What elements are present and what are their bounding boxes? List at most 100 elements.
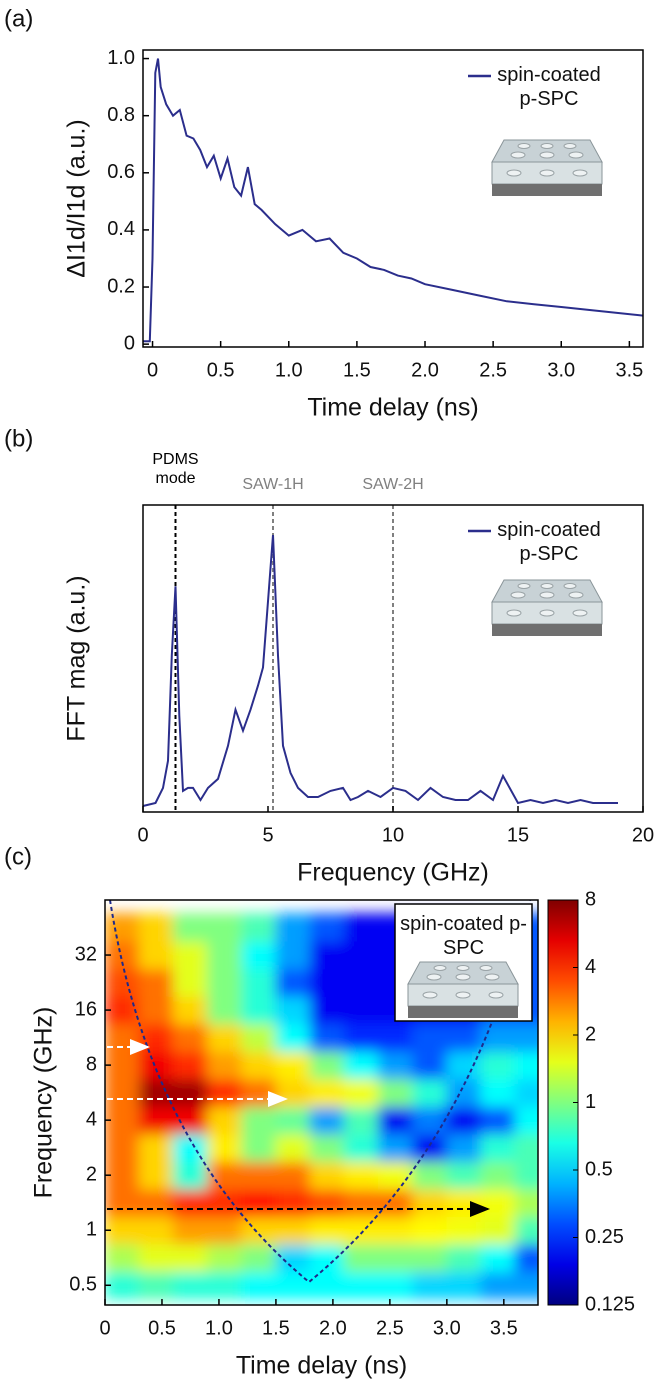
x-tick-label: 2.0 [411,359,439,381]
heatmap-cell [309,1216,345,1245]
heatmap-cell [377,1270,414,1300]
x-tick-label: 3.5 [615,359,643,381]
y-tick-label: 1 [86,1219,97,1241]
colorbar-tick-label: 0.5 [585,1158,613,1180]
heatmap-cell [105,913,140,942]
heatmap-cell [172,1216,209,1245]
heatmap-cell [138,968,174,997]
heatmap-cell [207,968,243,997]
heatmap-cell [343,1243,379,1272]
heatmap-cell [446,1160,482,1190]
y-tick-label: 32 [75,943,97,965]
heatmap-cell [207,1270,243,1300]
heatmap-cell [138,1270,174,1300]
heatmap-cell [105,1188,140,1218]
heatmap-cell [514,1078,538,1107]
heatmap-cell [377,1160,414,1190]
x-tick-label: 5 [262,824,273,846]
x-tick-label: 1.0 [275,359,303,381]
heatmap-cell [343,940,379,970]
heatmap-cell [275,1160,311,1190]
heatmap-cell [343,1023,379,1052]
heatmap-cell [207,995,243,1025]
heatmap-cell [514,1133,538,1162]
heatmap-cell [172,1270,209,1300]
x-tick-label: 2.5 [376,1317,404,1339]
y-tick-label: 0.6 [107,161,135,183]
heatmap-cell [514,1105,538,1135]
heatmap-cell [207,1050,243,1080]
heatmap-cell [480,1270,516,1300]
heatmap-cell [275,1133,311,1162]
y-tick-label: 0 [124,332,135,354]
heatmap-cell [309,1050,345,1080]
heatmap-cell [309,1188,345,1218]
inset-icon [491,139,603,197]
heatmap-cell [480,1160,516,1190]
heatmap-cell [241,1078,277,1107]
heatmap-cell [343,1270,379,1300]
heatmap-cell [105,1078,140,1107]
x-tick-label: 0.5 [148,1317,176,1339]
heatmap-cell [446,1050,482,1080]
heatmap-cell [377,1105,414,1135]
heatmap-cell [377,1243,414,1272]
heatmap-cell [377,1188,414,1218]
heatmap-cell [309,1023,345,1052]
panel-label: (c) [4,843,32,870]
heatmap-cell [446,1133,482,1162]
y-axis-label: FFT mag (a.u.) [63,575,91,741]
heatmap-cell [207,1133,243,1162]
annotation-label: PDMS mode [152,451,199,488]
plot-frame [104,899,539,1306]
heatmap-cell [138,1105,174,1135]
x-tick-label: 10 [382,824,404,846]
heatmap-cell [275,968,311,997]
x-tick-label: 1.5 [262,1317,290,1339]
series-line [143,58,644,343]
heatmap-cell [241,940,277,970]
heatmap-cell [377,1078,414,1107]
heatmap-cell [412,1078,448,1107]
y-axis-label: ΔI1d/I1d (a.u.) [63,119,91,277]
panel-label: (b) [4,425,33,452]
heatmap-cell [138,1133,174,1162]
heatmap-cell [241,1023,277,1052]
heatmap-cell [343,1078,379,1107]
heatmap-cell [514,1216,538,1245]
heatmap-cell [138,1050,174,1080]
x-tick-label: 0 [99,1317,110,1339]
heatmap-cell [172,968,209,997]
heatmap-cell [172,1023,209,1052]
y-tick-label: 1.0 [107,47,135,69]
heatmap-cell [172,1188,209,1218]
heatmap-cell [275,1243,311,1272]
heatmap-cell [446,1188,482,1218]
heatmap-cell [241,1105,277,1135]
heatmap-cell [446,1023,482,1052]
heatmap-cell [343,1188,379,1218]
heatmap-cell [446,1105,482,1135]
colorbar-tick-label: 0.125 [585,1293,635,1315]
heatmap-cell [241,995,277,1025]
heatmap-cell [343,1050,379,1080]
heatmap-cell [309,940,345,970]
heatmap-cell [172,995,209,1025]
heatmap-cell [446,1078,482,1107]
colorbar-tick-label: 8 [585,888,596,910]
heatmap-cell [343,1133,379,1162]
heatmap-cell [241,968,277,997]
heatmap-cell [514,1160,538,1190]
heatmap-cell [480,1243,516,1272]
panel-label: (a) [4,5,33,32]
x-axis-label: Time delay (ns) [236,1352,407,1380]
heatmap-cell [343,995,379,1025]
colorbar-tick-label: 1 [585,1091,596,1113]
heatmap-cell [241,1160,277,1190]
heatmap-cell [514,1270,538,1300]
y-axis-label: Frequency (GHz) [30,1007,58,1199]
heatmap-cell [412,1270,448,1300]
heatmap-cell [343,968,379,997]
heatmap-cell [309,1270,345,1300]
legend-label: spin-coated p-SPC [497,64,601,110]
